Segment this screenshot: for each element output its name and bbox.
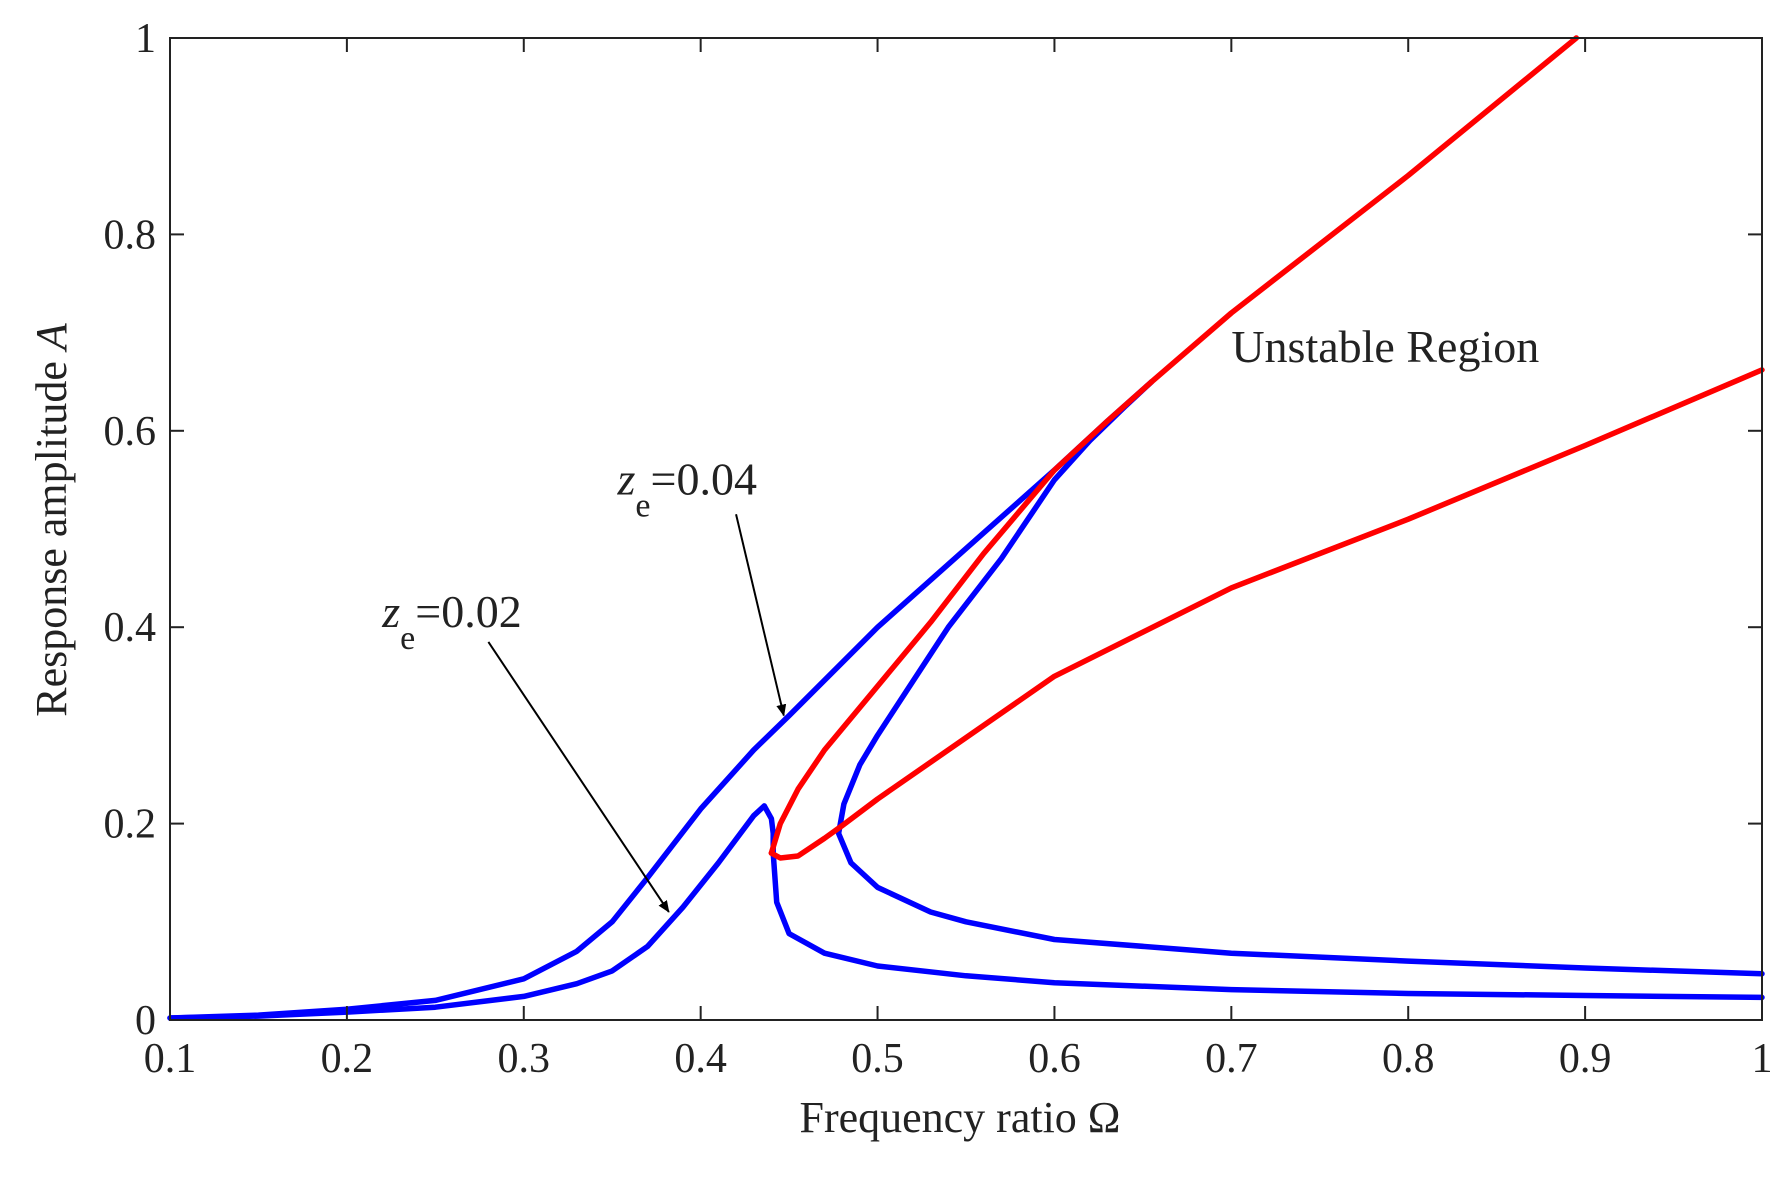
x-tick-label: 0.5 (851, 1036, 904, 1082)
x-tick-label: 0.9 (1559, 1036, 1612, 1082)
plot-frame (169, 37, 1763, 1021)
y-tick-label: 0.6 (104, 409, 157, 455)
x-tick-label: 1 (1752, 1036, 1773, 1082)
annotation-arrow-ze004 (735, 514, 787, 717)
y-tick-label: 0 (135, 998, 156, 1044)
x-ticks: 0.1 0.2 0.3 0.4 0.5 0.6 0.7 0.8 0.9 1 (144, 38, 1773, 1082)
y-tick-label: 1 (135, 16, 156, 62)
series-line-unstable-region-upper-boundary (768, 35, 1580, 856)
series-line-unstable-region-lower-boundary (768, 367, 1765, 861)
x-tick-label: 0.2 (321, 1036, 374, 1082)
x-tick-label: 0.3 (498, 1036, 551, 1082)
x-tick-label: 0.1 (144, 1036, 197, 1082)
annotation-symbol: z (381, 586, 400, 637)
y-axis-label-symbol: A (27, 322, 76, 353)
y-axis-label: Response amplitude A (27, 322, 76, 717)
annotation-label-ze004: ze=0.04 (617, 454, 757, 525)
y-tick-label: 0.4 (104, 605, 157, 651)
unstable-region-label: Unstable Region (1231, 321, 1539, 372)
y-tick-label: 0.8 (104, 212, 157, 258)
y-axis-label-main: Response amplitude (27, 350, 76, 717)
y-ticks: 0 0.2 0.4 0.6 0.8 1 (104, 16, 1762, 1044)
x-tick-label: 0.7 (1205, 1036, 1258, 1082)
x-tick-label: 0.6 (1028, 1036, 1081, 1082)
series-layer (167, 35, 1765, 1021)
annotation-symbol: z (617, 454, 636, 505)
annotation-subscript: e (400, 620, 415, 657)
annotation-value: =0.04 (651, 454, 757, 505)
annotation-value: =0.02 (415, 586, 521, 637)
x-axis-label: Frequency ratio Ω (799, 1093, 1120, 1142)
series-line-ze-0-04-stable-branch (167, 378, 1765, 1021)
series-line-ze-0-02-stable-branch (167, 803, 1765, 1021)
x-tick-label: 0.4 (674, 1036, 727, 1082)
annotation-subscript: e (635, 488, 650, 525)
annotation-arrow-ze002 (487, 641, 670, 913)
y-tick-label: 0.2 (104, 802, 157, 848)
x-tick-label: 0.8 (1382, 1036, 1435, 1082)
annotation-label-ze002: ze=0.02 (381, 586, 521, 657)
